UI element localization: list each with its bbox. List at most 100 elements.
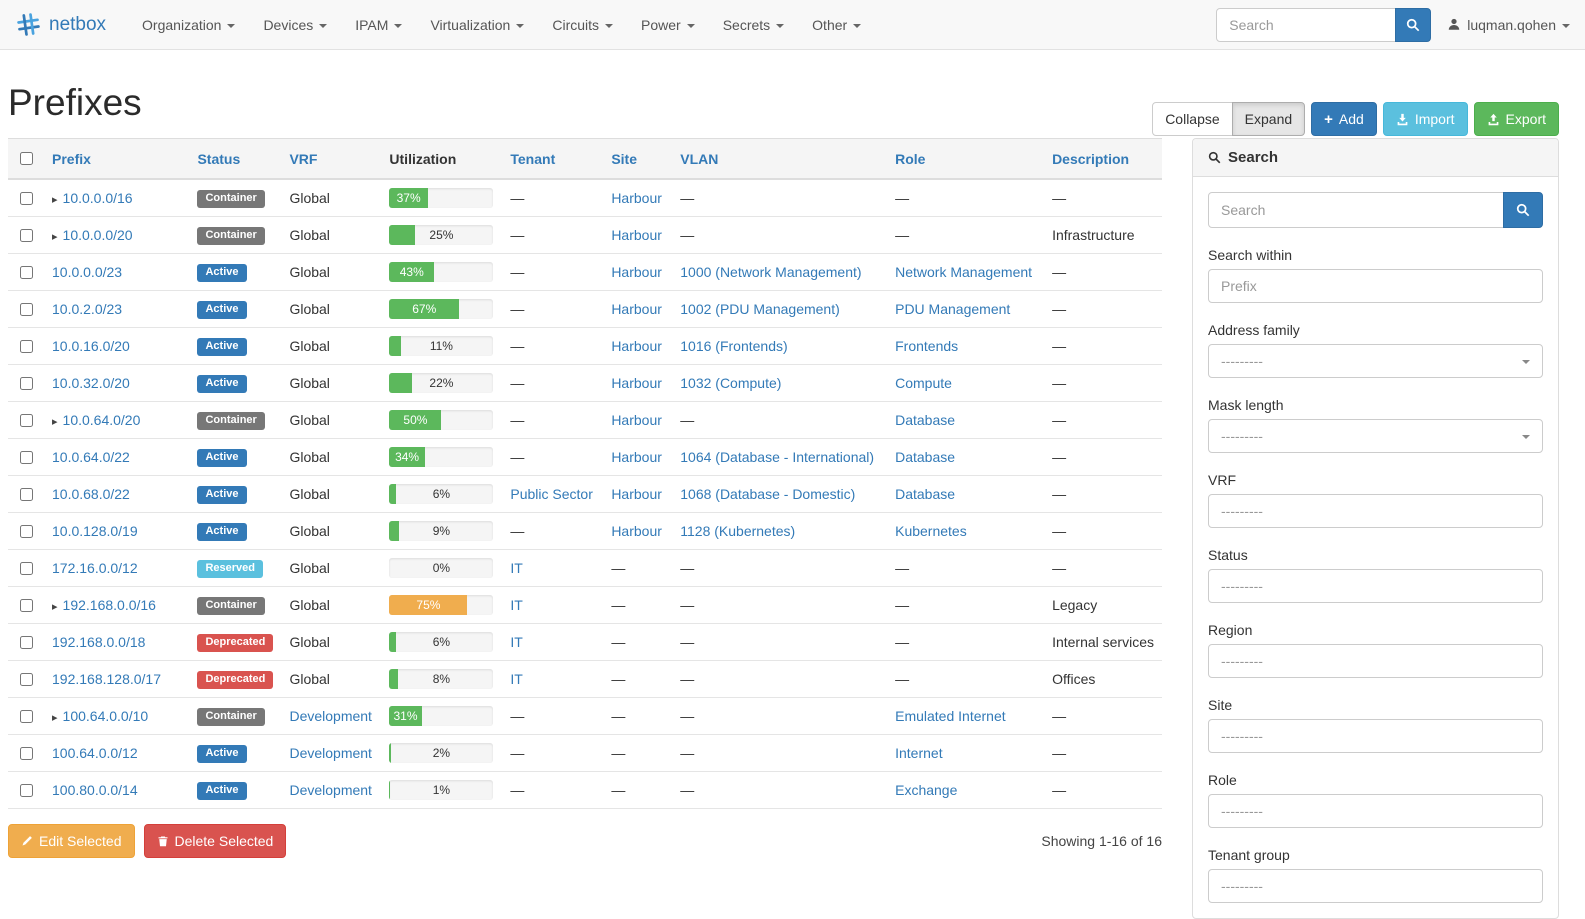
collapse-button[interactable]: Collapse	[1152, 102, 1233, 137]
navbar-search-input[interactable]	[1216, 7, 1397, 42]
edit-selected-button[interactable]: Edit Selected	[8, 824, 135, 859]
prefix-link[interactable]: 10.0.68.0/22	[52, 486, 130, 502]
nav-item-circuits[interactable]: Circuits	[538, 0, 627, 49]
site-link[interactable]: Harbour	[611, 190, 662, 206]
add-button[interactable]: + Add	[1311, 102, 1377, 137]
vlan-link[interactable]: 1002 (PDU Management)	[680, 301, 840, 317]
expand-toggle-icon[interactable]: ▸	[52, 416, 58, 428]
prefix-link[interactable]: 10.0.32.0/20	[52, 375, 130, 391]
site-link[interactable]: Harbour	[611, 301, 662, 317]
nav-item-devices[interactable]: Devices	[249, 0, 341, 49]
site-link[interactable]: Harbour	[611, 227, 662, 243]
vlan-link[interactable]: 1016 (Frontends)	[680, 338, 788, 354]
nav-item-ipam[interactable]: IPAM	[341, 0, 416, 49]
prefix-link[interactable]: 10.0.0.0/20	[62, 227, 133, 243]
vrf-link[interactable]: Development	[289, 708, 372, 724]
site-link[interactable]: Harbour	[611, 338, 662, 354]
role-link[interactable]: Compute	[895, 375, 952, 391]
role-link[interactable]: Database	[895, 412, 956, 428]
filter-search-input[interactable]	[1208, 192, 1504, 228]
role-link[interactable]: Kubernetes	[895, 523, 967, 539]
role-link[interactable]: Frontends	[895, 338, 959, 354]
filter-select-site[interactable]: ---------	[1208, 719, 1543, 753]
filter-search-button[interactable]	[1503, 192, 1543, 228]
tenant-link[interactable]: Public Sector	[510, 486, 593, 502]
nav-item-organization[interactable]: Organization	[128, 0, 249, 49]
row-checkbox[interactable]	[20, 561, 33, 575]
row-checkbox[interactable]	[20, 413, 33, 427]
prefix-link[interactable]: 192.168.0.0/16	[62, 597, 156, 613]
role-link[interactable]: Network Management	[895, 264, 1033, 280]
prefix-link[interactable]: 10.0.2.0/23	[52, 301, 123, 317]
row-checkbox[interactable]	[20, 598, 33, 612]
prefix-link[interactable]: 192.168.0.0/18	[52, 634, 146, 650]
row-checkbox[interactable]	[20, 783, 33, 797]
row-checkbox[interactable]	[20, 339, 33, 353]
site-link[interactable]: Harbour	[611, 264, 662, 280]
prefix-link[interactable]: 192.168.128.0/17	[52, 671, 161, 687]
prefix-link[interactable]: 100.64.0.0/10	[62, 708, 149, 724]
prefix-link[interactable]: 10.0.16.0/20	[52, 338, 130, 354]
row-checkbox[interactable]	[20, 635, 33, 649]
filter-select-vrf[interactable]: ---------	[1208, 494, 1543, 528]
site-link[interactable]: Harbour	[611, 486, 662, 502]
filter-select-address-family[interactable]: ---------	[1208, 344, 1543, 378]
role-link[interactable]: Exchange	[895, 782, 958, 798]
tenant-link[interactable]: IT	[510, 634, 523, 650]
user-menu[interactable]: luqman.qohen	[1447, 17, 1570, 33]
filter-select-role[interactable]: ---------	[1208, 794, 1543, 828]
expand-toggle-icon[interactable]: ▸	[52, 194, 58, 206]
nav-item-secrets[interactable]: Secrets	[709, 0, 798, 49]
row-checkbox[interactable]	[20, 524, 33, 538]
filter-select-region[interactable]: ---------	[1208, 644, 1543, 678]
import-button[interactable]: Import	[1382, 102, 1468, 137]
expand-button[interactable]: Expand	[1231, 102, 1306, 137]
tenant-link[interactable]: IT	[510, 597, 523, 613]
expand-toggle-icon[interactable]: ▸	[52, 231, 58, 243]
role-link[interactable]: Database	[895, 486, 956, 502]
prefix-link[interactable]: 100.64.0.0/12	[52, 745, 138, 761]
vlan-link[interactable]: 1000 (Network Management)	[680, 264, 862, 280]
row-checkbox[interactable]	[20, 709, 33, 723]
filter-input-search-within[interactable]	[1208, 269, 1543, 303]
vlan-link[interactable]: 1128 (Kubernetes)	[680, 523, 796, 539]
filter-select-tenant-group[interactable]: ---------	[1208, 869, 1543, 903]
row-checkbox[interactable]	[20, 265, 33, 279]
role-link[interactable]: PDU Management	[895, 301, 1011, 317]
prefix-link[interactable]: 10.0.0.0/23	[52, 264, 123, 280]
export-button[interactable]: Export	[1473, 102, 1559, 137]
vrf-link[interactable]: Development	[289, 782, 372, 798]
delete-selected-button[interactable]: Delete Selected	[143, 824, 287, 859]
filter-select-status[interactable]: ---------	[1208, 569, 1543, 603]
site-link[interactable]: Harbour	[611, 523, 662, 539]
role-link[interactable]: Database	[895, 449, 956, 465]
site-link[interactable]: Harbour	[611, 375, 662, 391]
site-link[interactable]: Harbour	[611, 449, 662, 465]
vlan-link[interactable]: 1064 (Database - International)	[680, 449, 875, 465]
nav-item-other[interactable]: Other	[798, 0, 875, 49]
row-checkbox[interactable]	[20, 302, 33, 316]
nav-item-power[interactable]: Power	[627, 0, 709, 49]
filter-select-mask-length[interactable]: ---------	[1208, 419, 1543, 453]
select-all-checkbox[interactable]	[20, 152, 33, 165]
row-checkbox[interactable]	[20, 191, 33, 205]
prefix-link[interactable]: 10.0.0.0/16	[62, 190, 133, 206]
navbar-search-button[interactable]	[1395, 7, 1432, 42]
role-link[interactable]: Emulated Internet	[895, 708, 1006, 724]
row-checkbox[interactable]	[20, 450, 33, 464]
row-checkbox[interactable]	[20, 746, 33, 760]
tenant-link[interactable]: IT	[510, 560, 523, 576]
prefix-link[interactable]: 172.16.0.0/12	[52, 560, 138, 576]
vlan-link[interactable]: 1032 (Compute)	[680, 375, 782, 391]
expand-toggle-icon[interactable]: ▸	[52, 712, 58, 724]
row-checkbox[interactable]	[20, 376, 33, 390]
expand-toggle-icon[interactable]: ▸	[52, 601, 58, 613]
row-checkbox[interactable]	[20, 228, 33, 242]
row-checkbox[interactable]	[20, 672, 33, 686]
vlan-link[interactable]: 1068 (Database - Domestic)	[680, 486, 856, 502]
site-link[interactable]: Harbour	[611, 412, 662, 428]
row-checkbox[interactable]	[20, 487, 33, 501]
vrf-link[interactable]: Development	[289, 745, 372, 761]
brand[interactable]: netbox	[15, 11, 106, 38]
nav-item-virtualization[interactable]: Virtualization	[416, 0, 538, 49]
